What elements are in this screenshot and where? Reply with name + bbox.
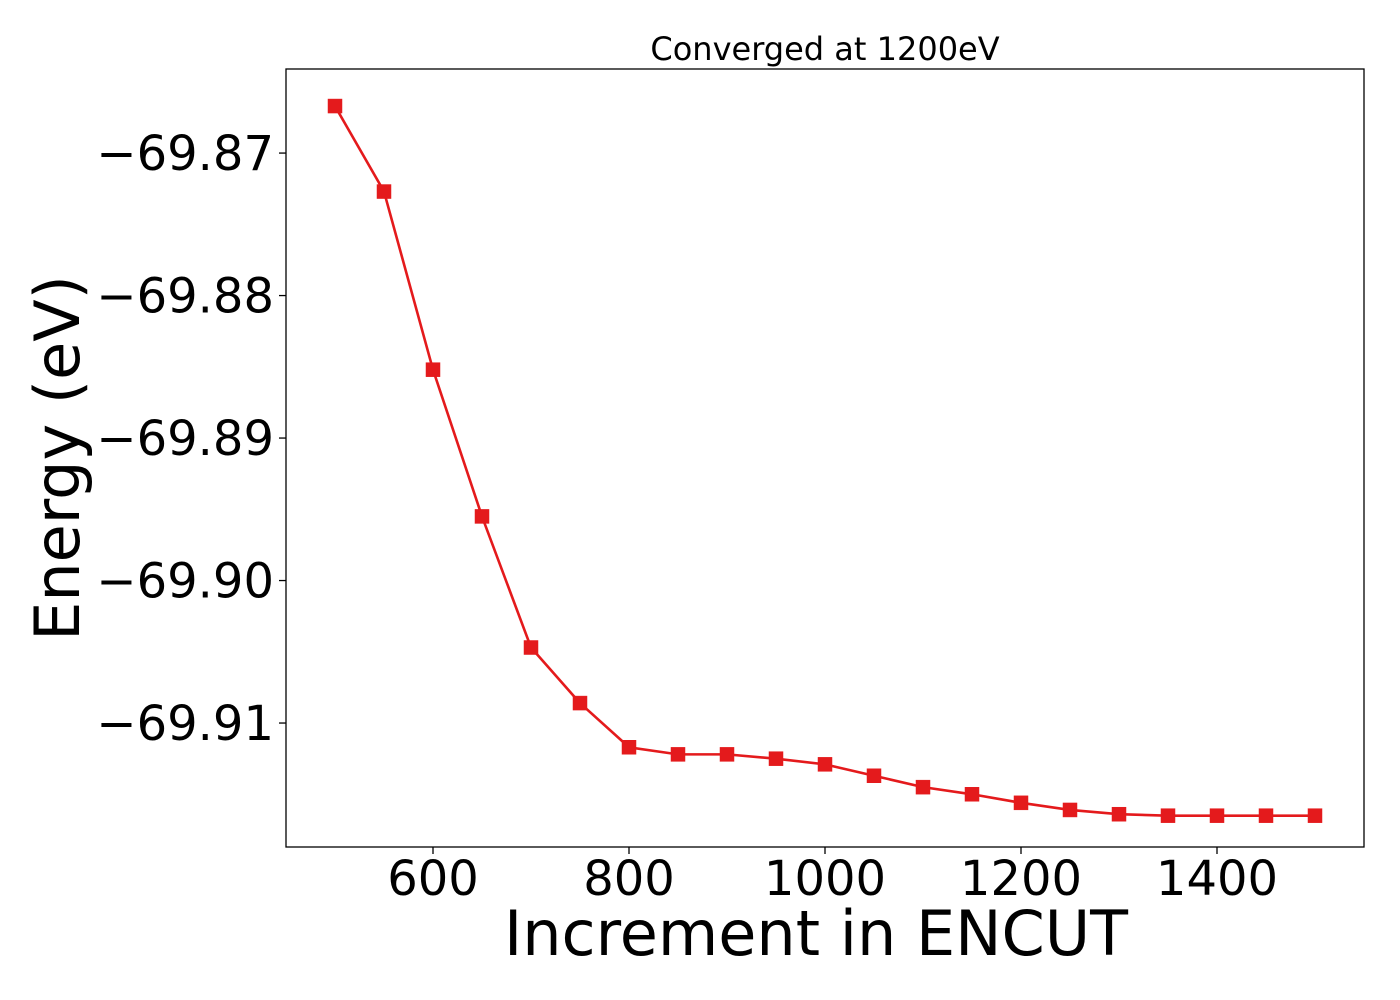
y-tick-label: −69.91 — [96, 696, 274, 752]
y-tick-label: −69.88 — [96, 269, 274, 325]
plot-area — [327, 98, 1323, 823]
x-tick-label: 800 — [583, 851, 675, 907]
data-point — [327, 98, 343, 114]
x-axis-ticks: 600 800 1000 1200 1400 — [387, 847, 1278, 907]
data-point — [866, 768, 882, 783]
x-tick-label: 1400 — [1156, 851, 1278, 907]
x-tick-label: 600 — [387, 851, 479, 907]
data-point — [1111, 806, 1127, 822]
y-tick-label: −69.90 — [96, 554, 274, 610]
data-point — [1160, 808, 1176, 823]
data-point — [1062, 802, 1078, 818]
data-point — [474, 509, 490, 524]
y-tick-label: −69.89 — [96, 411, 274, 467]
x-tick-label: 1200 — [960, 851, 1082, 907]
data-point — [1307, 808, 1323, 823]
data-point — [1013, 795, 1029, 811]
data-point — [915, 779, 931, 795]
data-point — [1209, 808, 1225, 823]
y-axis-label: Energy (eV) — [21, 275, 94, 641]
data-point — [964, 787, 980, 802]
data-point — [572, 695, 588, 711]
x-axis-label: Increment in ENCUT — [504, 897, 1129, 970]
data-point — [523, 640, 539, 655]
data-point — [817, 757, 833, 772]
data-point — [376, 184, 392, 199]
data-point — [768, 751, 784, 766]
chart-title: Converged at 1200eV — [650, 30, 999, 68]
x-tick-label: 1000 — [764, 851, 886, 907]
data-point — [425, 362, 441, 377]
y-tick-label: −69.87 — [96, 126, 274, 182]
data-point — [670, 747, 686, 762]
data-point — [1258, 808, 1274, 823]
data-point — [719, 747, 735, 762]
data-point — [621, 740, 637, 755]
y-axis-ticks: −69.87 −69.88 −69.89 −69.90 −69.91 — [96, 126, 286, 752]
